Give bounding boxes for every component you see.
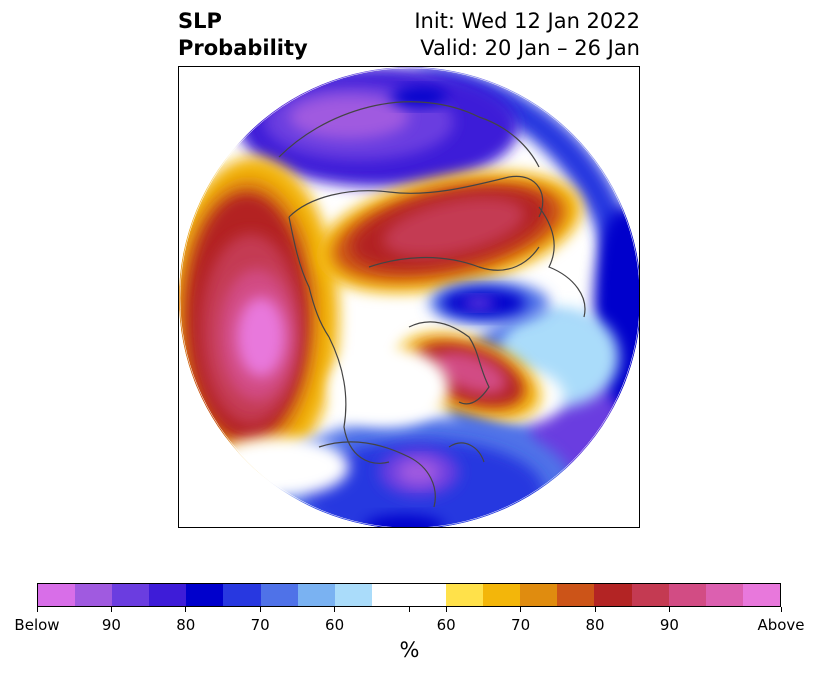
probability-colorbar — [37, 583, 781, 607]
colorbar-segment — [557, 584, 595, 606]
colorbar-segment — [483, 584, 521, 606]
colorbar-tick — [594, 607, 596, 612]
colorbar-tick — [780, 607, 782, 612]
probability-field — [179, 67, 639, 527]
colorbar-segment — [223, 584, 261, 606]
colorbar-tick-label: 80 — [176, 616, 196, 634]
title-line-type: Probability — [178, 36, 308, 60]
map-dates: Init: Wed 12 Jan 2022 Valid: 20 Jan – 26… — [414, 8, 640, 62]
colorbar-tick — [259, 607, 261, 612]
init-date: Init: Wed 12 Jan 2022 — [414, 9, 640, 33]
colorbar-ticks — [36, 607, 782, 615]
colorbar-segment — [594, 584, 632, 606]
colorbar-segment — [742, 584, 780, 606]
colorbar-segment — [705, 584, 743, 606]
colorbar-segment — [408, 584, 447, 606]
colorbar-tick — [408, 607, 410, 612]
colorbar-segment — [112, 584, 150, 606]
colorbar-tick-label: 90 — [659, 616, 679, 634]
colorbar-tick-label: 70 — [250, 616, 270, 634]
colorbar-segment — [631, 584, 669, 606]
colorbar-segment — [260, 584, 298, 606]
colorbar-segment — [38, 584, 76, 606]
colorbar-tick — [36, 607, 38, 612]
colorbar-tick-label: 60 — [436, 616, 456, 634]
colorbar-tick — [334, 607, 336, 612]
coastlines — [278, 101, 586, 508]
colorbar-segment — [520, 584, 558, 606]
colorbar-tick-labels: Below 90 80 70 60 60 70 80 90 Above — [14, 616, 804, 636]
colorbar-segment — [446, 584, 484, 606]
colorbar-segment — [668, 584, 706, 606]
valid-range: Valid: 20 Jan – 26 Jan — [420, 36, 640, 60]
colorbar-segment — [186, 584, 224, 606]
title-line-variable: SLP — [178, 9, 222, 33]
colorbar-segment — [75, 584, 113, 606]
colorbar-tick-label: 60 — [325, 616, 345, 634]
colorbar-tick-label: Below — [14, 616, 60, 634]
colorbar-tick — [520, 607, 522, 612]
colorbar-tick-label: Above — [757, 616, 805, 634]
colorbar-segment — [149, 584, 187, 606]
colorbar-tick — [445, 607, 447, 612]
probability-map-svg — [179, 67, 639, 527]
colorbar-unit: % — [399, 638, 420, 662]
map-title: SLP Probability — [178, 8, 308, 62]
colorbar-segment — [334, 584, 372, 606]
colorbar-tick — [185, 607, 187, 612]
polar-map — [178, 66, 640, 528]
colorbar-segment — [297, 584, 335, 606]
colorbar-segment — [371, 584, 409, 606]
colorbar-tick-label: 70 — [511, 616, 531, 634]
colorbar-tick-label: 90 — [101, 616, 121, 634]
colorbar-tick — [668, 607, 670, 612]
colorbar-tick — [110, 607, 112, 612]
colorbar-tick-label: 80 — [585, 616, 605, 634]
